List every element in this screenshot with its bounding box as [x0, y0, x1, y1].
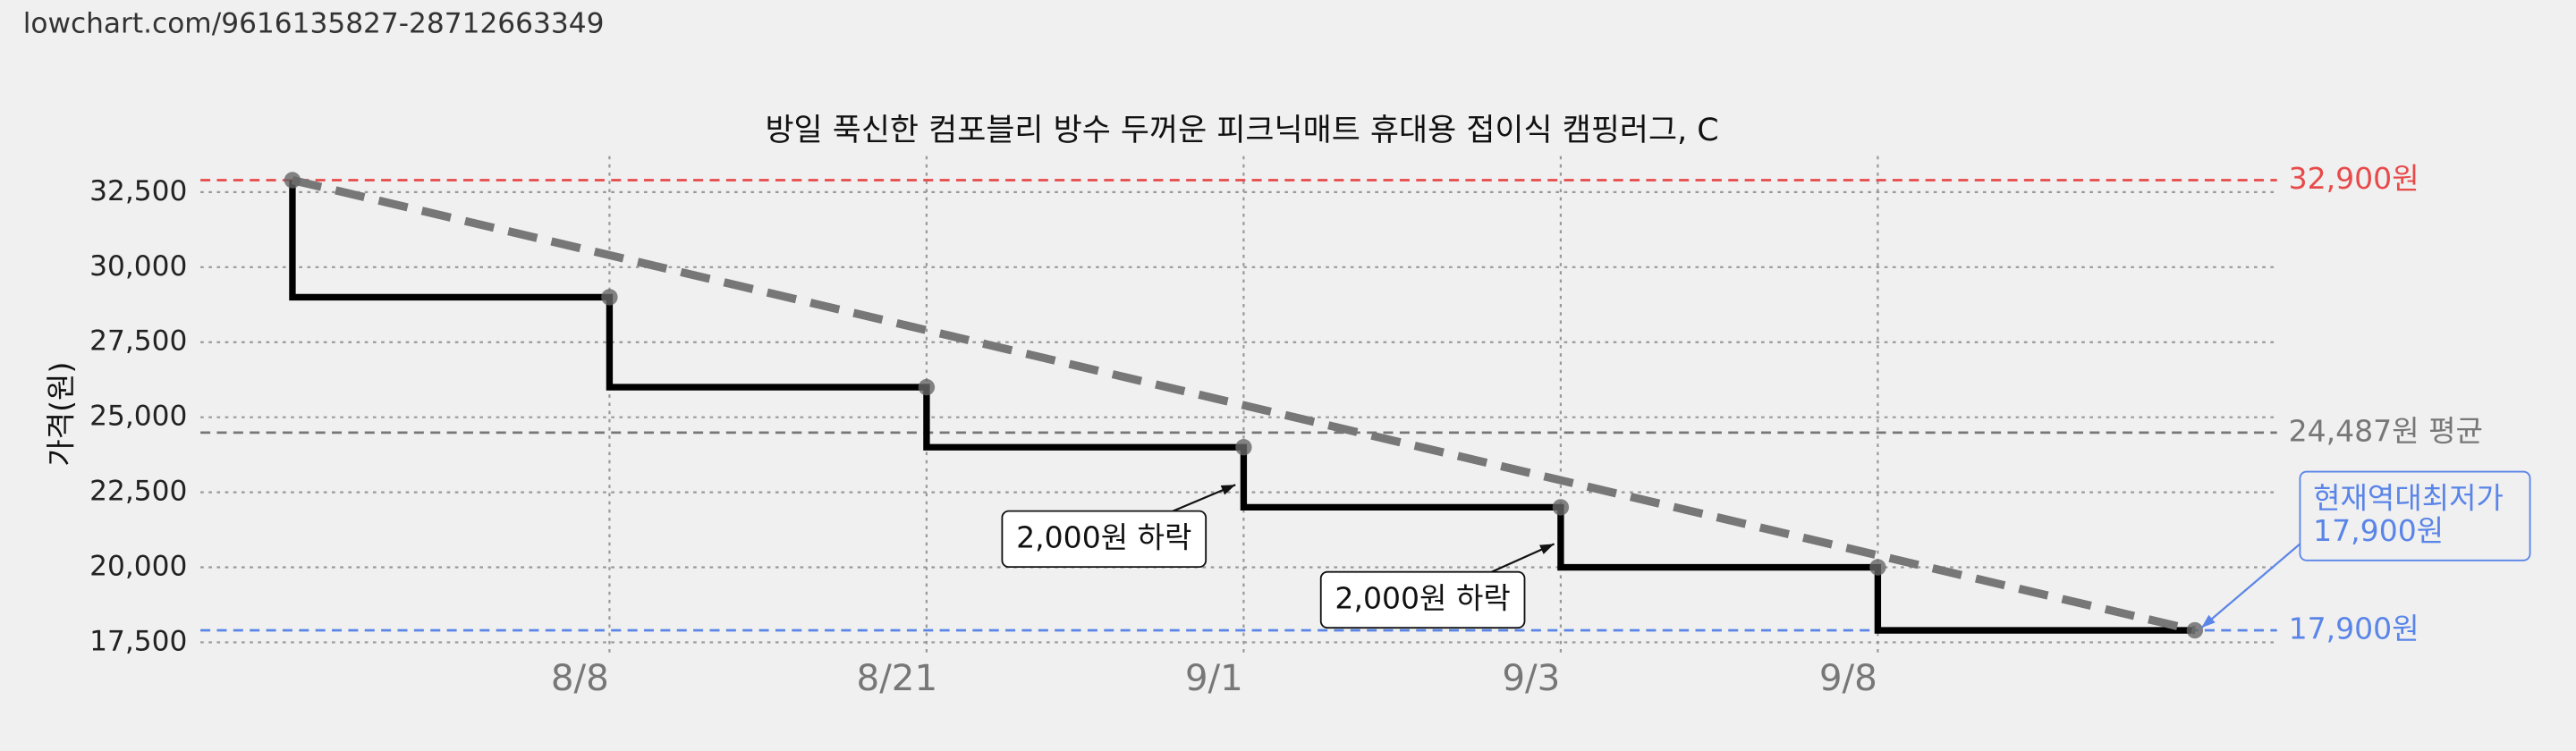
point	[1869, 559, 1886, 576]
annotation-text: 2,000원 하락	[1016, 519, 1191, 554]
reference-label: 24,487원 평균	[2289, 413, 2483, 448]
annotation-box	[2299, 470, 2531, 561]
annotation-arrowhead	[1539, 544, 1555, 554]
annotation-text: 2,000원 하락	[1335, 580, 1510, 615]
y-tick-label: 27,500	[89, 325, 187, 358]
point	[918, 378, 936, 396]
url: lowchart.com/9616135827-28712663349	[23, 8, 605, 40]
x-tick-label: 9/1	[1185, 656, 1243, 699]
y-tick-label: 32,500	[89, 175, 187, 207]
annotation-arrow	[2200, 543, 2301, 629]
annotation-text: 현재역대최저가	[2313, 480, 2504, 515]
x-tick-label: 9/3	[1502, 656, 1560, 699]
y-tick-label: 25,000	[89, 401, 187, 433]
y-tick-label: 22,500	[89, 476, 187, 508]
x-tick-label: 8/21	[856, 656, 937, 699]
point	[2186, 621, 2204, 639]
y-tick-label: 17,500	[89, 625, 187, 657]
y-tick-label: 20,000	[89, 551, 187, 583]
trend-line	[291, 176, 2196, 635]
annotation-box	[1319, 570, 1526, 629]
point	[601, 289, 618, 306]
y-tick-label: 30,000	[89, 250, 187, 283]
point	[284, 172, 301, 189]
point	[1235, 439, 1252, 456]
annotation-text: 17,900원	[2313, 513, 2444, 548]
annotation-arrowhead	[1220, 485, 1236, 495]
x-tick-label: 8/8	[551, 656, 609, 699]
y-axis-label: 가격(원)	[43, 362, 78, 467]
annotation-arrowhead	[2201, 614, 2216, 629]
annotation-box	[1001, 510, 1208, 569]
point	[1552, 499, 1570, 516]
x-tick-label: 9/8	[1819, 656, 1877, 699]
reference-label: 17,900원	[2289, 612, 2419, 646]
chart-title: 방일 푹신한 컴포블리 방수 두꺼운 피크닉매트 휴대용 접이식 캠핑러그, C	[765, 113, 1718, 148]
reference-label: 32,900원	[2289, 161, 2419, 196]
